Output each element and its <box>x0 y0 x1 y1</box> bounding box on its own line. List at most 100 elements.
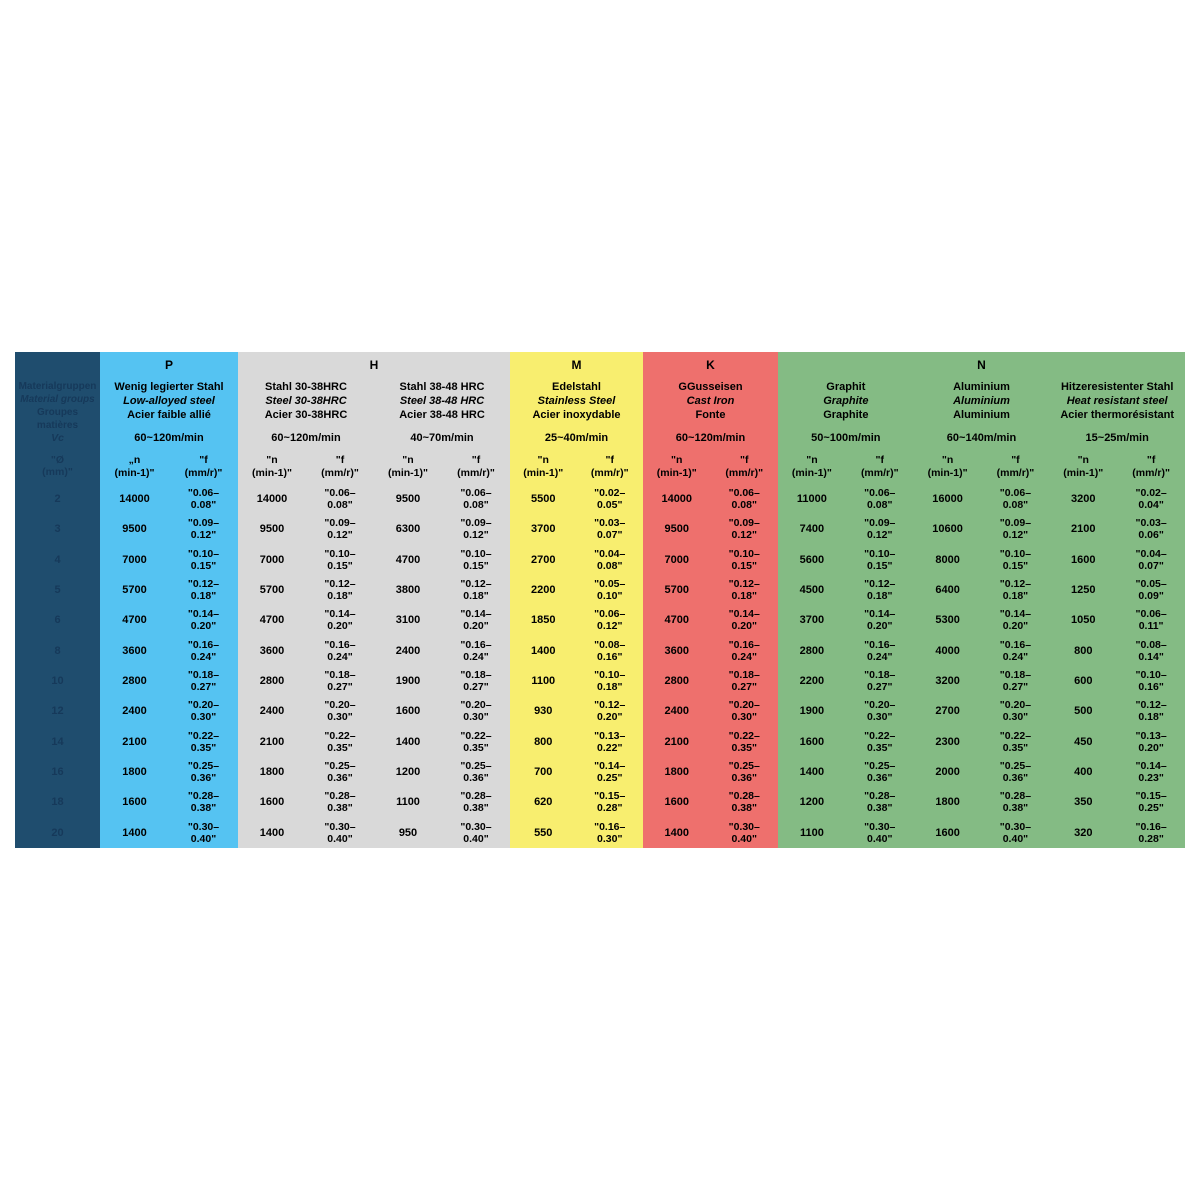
feed-value-line2: 0.08" <box>867 499 893 512</box>
feed-value-line1: "0.10– <box>999 547 1032 560</box>
feed-value-line1: "0.28– <box>999 790 1032 803</box>
feed-value-line1: "0.09– <box>460 517 492 530</box>
feed-value: "0.25– 0.36" <box>982 760 1050 784</box>
feed-value-line1: "0.30– <box>324 820 356 833</box>
rpm-value: 3700 <box>531 523 556 536</box>
table-row: 16000 "0.06– 0.08" <box>914 484 1050 514</box>
rpm-value: 2100 <box>122 735 147 748</box>
feed-value-line1: "0.08– <box>1135 638 1167 651</box>
feed-value-line1: "0.14– <box>460 608 492 621</box>
feed-value: "0.12– 0.18" <box>1117 699 1185 723</box>
material-name-fr: Acier inoxydable <box>532 409 621 421</box>
n-header-line2: (min-1)" <box>388 467 428 479</box>
feed-value: "0.05– 0.09" <box>1117 578 1185 602</box>
material-name-en: Low-alloyed steel <box>123 395 215 407</box>
rpm-value: 2400 <box>395 644 421 657</box>
table-row: 1400 "0.30– 0.40" <box>238 818 374 848</box>
rpm-value: 3600 <box>259 644 285 657</box>
feed-value: "0.16– 0.24" <box>306 639 374 663</box>
feed-value-line2: 0.38" <box>867 802 893 815</box>
feed-value-line1: "0.16– <box>324 638 356 651</box>
feed-value-line2: 0.35" <box>463 741 489 754</box>
section-letter: K <box>706 358 715 372</box>
diameter-header: "Ø (mm)" <box>15 451 100 484</box>
feed-value-line2: 0.15" <box>327 559 353 572</box>
feed-value-line1: "0.09– <box>324 517 356 530</box>
feed-value-line1: "0.03– <box>1135 517 1167 530</box>
feed-value: "0.28– 0.38" <box>169 790 238 814</box>
table-row: 5700 "0.12– 0.18" <box>238 575 374 605</box>
table-row: 7000 "0.10– 0.15" <box>643 545 778 575</box>
table-row: 2800 "0.16– 0.24" <box>778 636 914 666</box>
feed-value: "0.13– 0.20" <box>1117 730 1185 754</box>
feed-value: "0.12– 0.18" <box>982 578 1050 602</box>
diameter-value: 20 <box>51 826 64 839</box>
section-columns: Edelstahl Stainless Steel Acier inoxydable… <box>510 376 643 848</box>
feed-value: "0.02– 0.04" <box>1117 487 1185 511</box>
feed-value-line1: "0.16– <box>460 638 492 651</box>
rpm-value: 1850 <box>531 614 556 627</box>
feed-value: "0.30– 0.40" <box>306 821 374 845</box>
table-subcolumn: GGusseisen Cast Iron Fonte 60~120m/min "n (mi… <box>643 376 778 848</box>
f-header-line2: (mm/r)" <box>457 467 495 479</box>
data-rows: 14000 "0.06– 0.08" 9500 "0.09– 0.12" 7000 "0.10… <box>238 484 374 848</box>
feed-value: "0.14– 0.25" <box>577 760 644 784</box>
data-rows: 16000 "0.06– 0.08" 10600 "0.09– 0.12" 8000 "0.1… <box>914 484 1050 848</box>
material-name: Edelstahl Stainless Steel Acier inoxydable <box>510 376 643 425</box>
rpm-value: 4700 <box>259 614 285 627</box>
rpm-value: 10600 <box>932 523 963 536</box>
diameter-header-line2: (mm)" <box>42 466 73 478</box>
feed-value-line1: "0.12– <box>324 578 356 591</box>
feed-value-line2: 0.12" <box>731 529 757 542</box>
table-row: 1200 "0.28– 0.38" <box>778 787 914 817</box>
material-name-de: Wenig legierter Stahl <box>114 381 224 393</box>
n-header-line2: (min-1)" <box>791 467 832 479</box>
feed-value: "0.30– 0.40" <box>442 821 510 845</box>
feed-value: "0.06– 0.08" <box>846 487 914 511</box>
feed-value: "0.10– 0.16" <box>1117 669 1185 693</box>
feed-value-line2: 0.16" <box>1138 681 1164 694</box>
material-name-fr: Aluminium <box>953 409 1010 421</box>
table-row: 1800 "0.25– 0.36" <box>238 757 374 787</box>
feed-value-line1: "0.30– <box>187 820 220 833</box>
table-row: 14000 "0.06– 0.08" <box>643 484 778 514</box>
feed-value-line1: "0.18– <box>460 669 492 682</box>
feed-value-line2: 0.07" <box>597 529 623 542</box>
diameter-value: 18 <box>51 796 64 809</box>
feed-value-line1: "0.08– <box>594 638 626 651</box>
feed-value-line2: 0.27" <box>867 681 893 694</box>
feed-value-line2: 0.35" <box>867 741 893 754</box>
column-headers: "n (min-1)" "f (mm/r)" <box>510 451 643 484</box>
feed-value: "0.06– 0.08" <box>169 487 238 511</box>
rpm-value: 1250 <box>1071 584 1096 597</box>
table-row: 700 "0.14– 0.25" <box>510 757 643 787</box>
section-N: N Graphit Graphite Graphite 50~100m/min "n (mi… <box>778 352 1185 848</box>
f-header-line2: (mm/r)" <box>184 467 223 479</box>
feed-value-line2: 0.27" <box>463 681 489 694</box>
vc-value: 15~25m/min <box>1085 432 1149 444</box>
table-row: 4000 "0.16– 0.24" <box>914 636 1050 666</box>
column-headers: "n (min-1)" "f (mm/r)" <box>238 451 374 484</box>
table-row: 2400 "0.20– 0.30" <box>100 696 238 726</box>
rpm-value: 1600 <box>664 796 689 809</box>
feed-value-line1: "0.05– <box>594 578 626 591</box>
feed-value-line1: "0.14– <box>999 608 1032 621</box>
f-header: "f (mm/r)" <box>982 451 1050 484</box>
feed-value-line1: "0.20– <box>460 699 492 712</box>
f-header-line2: (mm/r)" <box>996 467 1035 479</box>
feed-value: "0.18– 0.27" <box>306 669 374 693</box>
table-row: 4700 "0.10– 0.15" <box>374 545 510 575</box>
feed-value: "0.12– 0.18" <box>711 578 779 602</box>
feed-value-line1: "0.22– <box>728 729 760 742</box>
rpm-value: 350 <box>1074 796 1093 809</box>
n-header-line1: "n <box>941 454 954 466</box>
feed-value-line1: "0.12– <box>728 578 760 591</box>
rpm-value: 16000 <box>932 493 963 506</box>
rpm-value: 600 <box>1074 675 1093 688</box>
table-row: 2100 "0.22– 0.35" <box>643 727 778 757</box>
material-name: Hitzeresistenter Stahl Heat resistant ste… <box>1049 376 1185 425</box>
feed-value-line1: "0.02– <box>1135 487 1167 500</box>
table-row: 1800 "0.25– 0.36" <box>100 757 238 787</box>
table-row: 800 "0.13– 0.22" <box>510 727 643 757</box>
feed-value-line1: "0.18– <box>187 669 220 682</box>
